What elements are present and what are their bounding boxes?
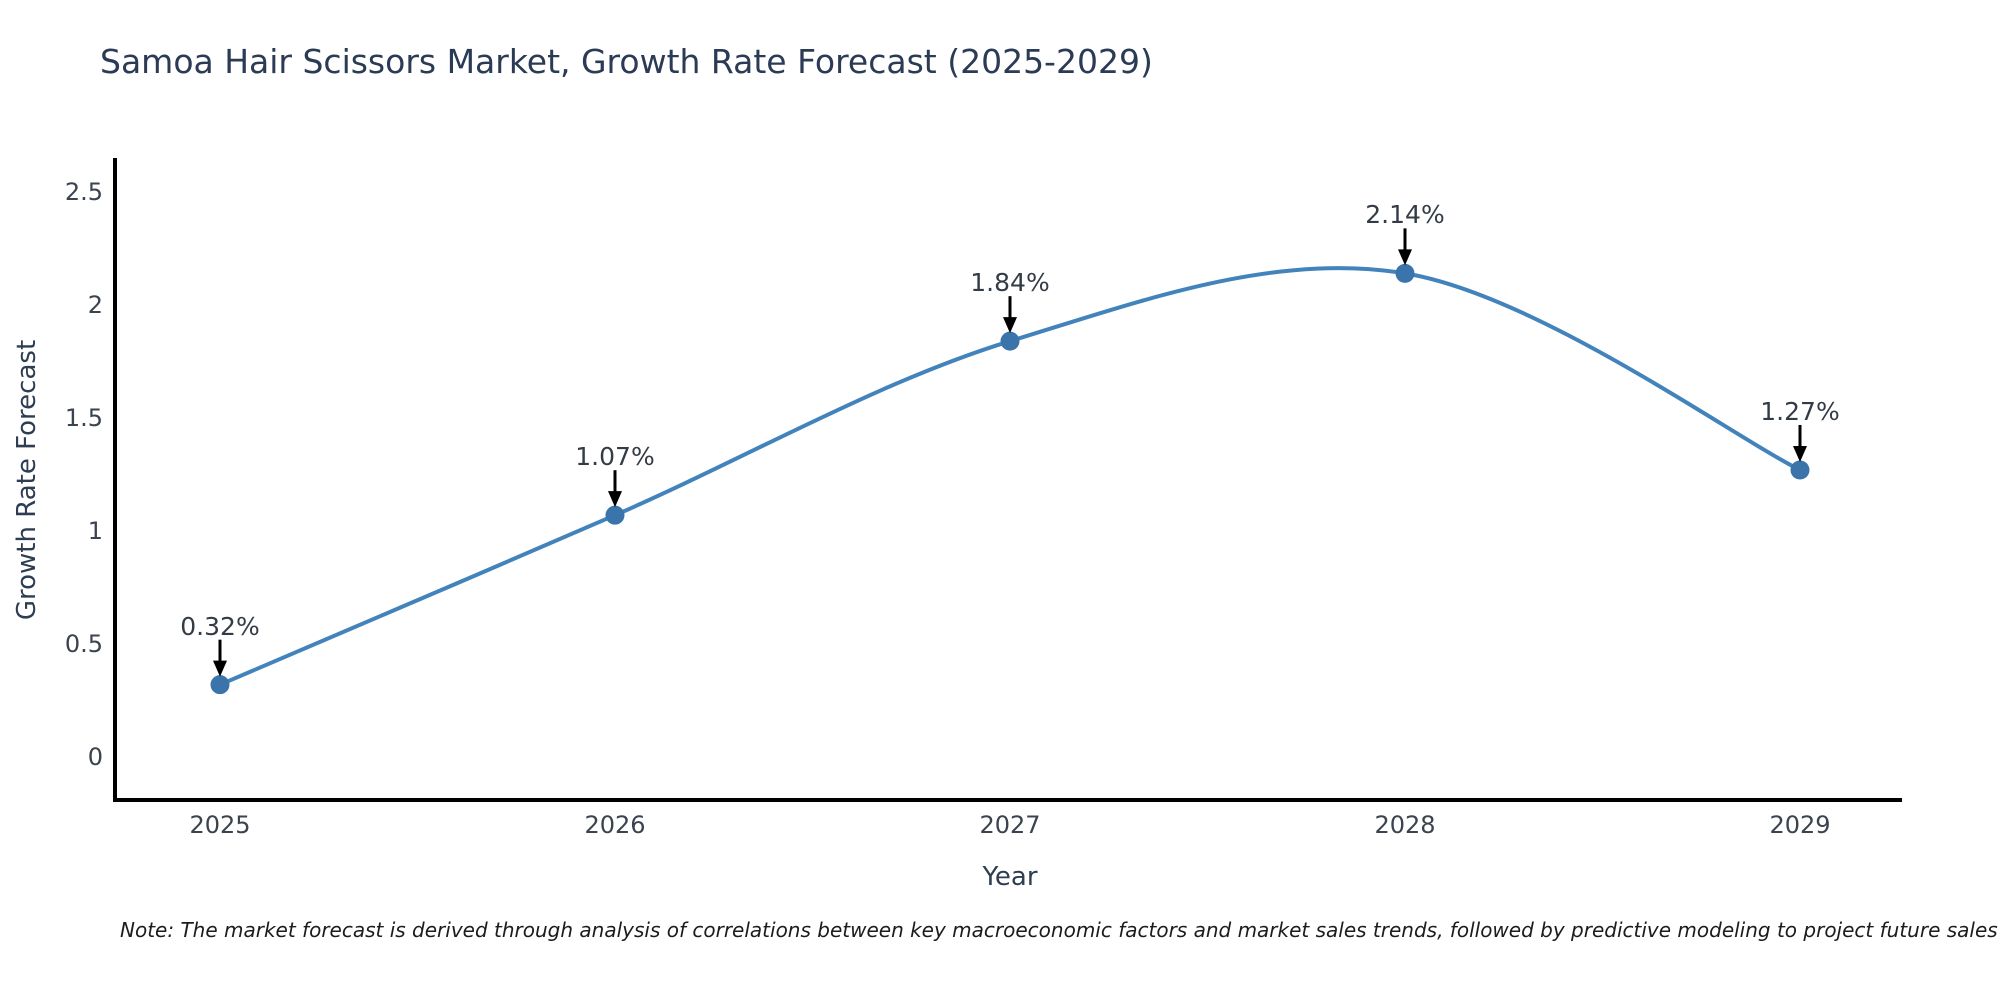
annotation-arrowhead: [1398, 249, 1412, 266]
x-tick-2029: 2029: [1769, 811, 1831, 839]
point-label-2028: 2.14%: [1365, 200, 1445, 230]
y-axis-title: Growth Rate Forecast: [12, 339, 42, 621]
data-point-2029: [1790, 460, 1810, 480]
y-tick-2.5: 2.5: [64, 178, 103, 206]
data-point-2025: [210, 675, 230, 695]
y-tick-1.5: 1.5: [64, 404, 103, 432]
point-label-2025: 0.32%: [180, 611, 260, 641]
x-tick-2025: 2025: [189, 811, 251, 839]
y-tick-2: 2: [87, 291, 103, 319]
point-label-2029: 1.27%: [1760, 396, 1840, 426]
point-label-2027: 1.84%: [970, 268, 1050, 298]
x-axis-title: Year: [982, 862, 1038, 892]
x-tick-2027: 2027: [979, 811, 1041, 839]
data-point-2026: [605, 505, 625, 525]
y-tick-1: 1: [87, 517, 103, 545]
x-tick-2028: 2028: [1374, 811, 1436, 839]
data-point-2028: [1395, 263, 1415, 283]
annotation-arrowhead: [608, 491, 622, 508]
footnote: Note: The market forecast is derived thr…: [120, 918, 1998, 942]
annotation-arrowhead: [213, 660, 227, 677]
data-point-2027: [1000, 331, 1020, 351]
annotation-arrowhead: [1793, 445, 1807, 462]
annotation-arrowhead: [1003, 317, 1017, 334]
x-tick-2026: 2026: [584, 811, 646, 839]
y-tick-0.5: 0.5: [64, 630, 103, 658]
chart-title: Samoa Hair Scissors Market, Growth Rate …: [100, 42, 1153, 81]
y-tick-0: 0: [87, 743, 103, 771]
point-label-2026: 1.07%: [575, 442, 655, 472]
